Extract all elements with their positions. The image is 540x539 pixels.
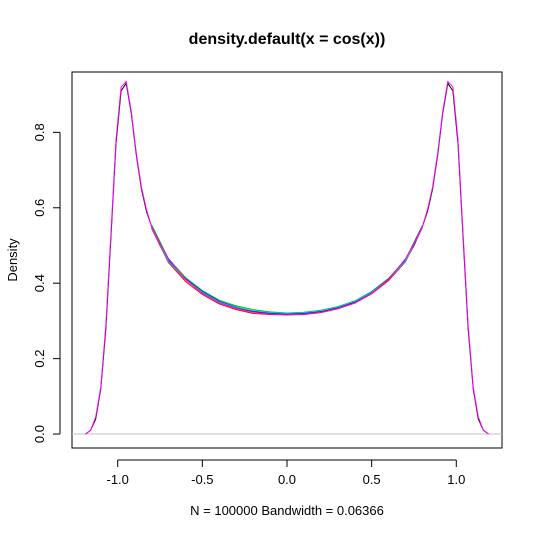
x-tick-label: -0.5 <box>191 472 213 487</box>
y-tick-label: 0.2 <box>32 350 47 368</box>
x-tick-label: -1.0 <box>107 472 129 487</box>
x-tick-label: 0.5 <box>363 472 381 487</box>
y-tick-label: 0.0 <box>32 425 47 443</box>
density-line-3 <box>151 224 423 314</box>
x-axis: -1.0 -0.5 0.0 0.5 1.0 <box>107 459 465 487</box>
density-series <box>85 80 489 435</box>
chart-title: density.default(x = cos(x)) <box>189 31 386 48</box>
y-axis-label: Density <box>5 238 20 282</box>
y-tick-label: 0.8 <box>32 123 47 141</box>
density-line-6 <box>85 80 489 435</box>
density-line-5 <box>151 226 423 314</box>
plot-frame <box>71 71 503 449</box>
density-line-2 <box>151 227 423 316</box>
density-line-1 <box>85 82 489 435</box>
density-line-4 <box>151 225 423 315</box>
y-axis: 0.0 0.2 0.4 0.6 0.8 <box>32 123 61 443</box>
x-tick-label: 1.0 <box>447 472 465 487</box>
x-tick-label: 0.0 <box>278 472 296 487</box>
x-axis-label: N = 100000 Bandwidth = 0.06366 <box>190 503 384 518</box>
y-tick-label: 0.4 <box>32 274 47 292</box>
y-tick-label: 0.6 <box>32 199 47 217</box>
